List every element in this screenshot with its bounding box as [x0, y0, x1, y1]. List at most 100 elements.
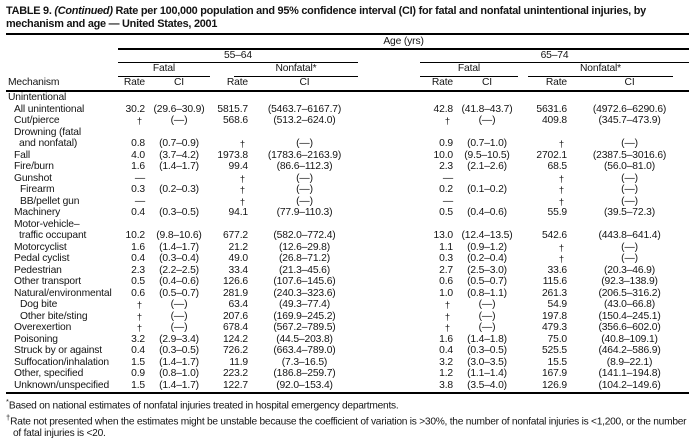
rate-cell: 4.0 [131, 149, 145, 161]
rate-cell: 409.8 [541, 115, 567, 126]
rate-cell: — [134, 195, 145, 207]
ci-cell: (567.2–789.5) [273, 322, 336, 333]
rate-cell: 94.1 [228, 207, 249, 218]
ci-cell: (9.5–10.5) [464, 149, 510, 161]
ci-cell: (1.4–1.7) [159, 161, 199, 172]
ci-cell: (1783.6–2163.9) [267, 149, 342, 161]
ci-cell: (150.4–245.1) [598, 310, 661, 322]
table-title-rest: Rate per 100,000 population and 95% conf… [6, 5, 646, 30]
ci-cell: (0.8–1.1) [467, 287, 507, 299]
rate-cell: † [239, 138, 245, 149]
mechanism-cell: Motorcyclist [14, 241, 67, 253]
ci-cell: (1.4–1.8) [467, 333, 507, 345]
ci-cell: (39.5–72.3) [604, 207, 656, 218]
rate-cell: 542.6 [541, 230, 567, 241]
rate-cell: 0.6 [439, 276, 453, 287]
column-gap [358, 219, 420, 242]
ci-cell [148, 196, 210, 208]
ci-cell: (356.6–602.0) [598, 322, 661, 333]
rate-column-header: Rate [210, 76, 251, 92]
rate-cell: 21.2 [228, 241, 249, 253]
mechanism-cell: Cut/pierce [14, 115, 60, 126]
rate-cell: 0.4 [439, 345, 453, 356]
ci-cell: (2.1–2.6) [467, 161, 507, 172]
column-gap [358, 63, 420, 77]
table-row: BB/pellet gun — † (—) — † (—) [6, 196, 689, 208]
ci-cell [456, 196, 518, 208]
ci-cell [148, 91, 210, 104]
ci-cell [148, 173, 210, 185]
ci-cell: (107.6–145.6) [273, 276, 336, 287]
rate-cell: 568.6 [222, 115, 248, 126]
table-row: Overexertion † (—) 678.4 (567.2–789.5) † (—) 47… [6, 322, 689, 334]
rate-column-header: Rate [420, 76, 456, 92]
table-row: Unknown/unspecified 1.5 (1.4–1.7) 122.7 (92.… [6, 379, 690, 394]
age-label: Age (yrs) [118, 36, 690, 50]
ci-cell: (—) [170, 310, 188, 322]
rate-cell [518, 91, 570, 104]
ci-cell [456, 91, 518, 104]
rate-cell: 261.3 [541, 287, 567, 299]
mechanism-cell: Other, specified [14, 368, 84, 379]
rate-cell: 49.0 [228, 253, 249, 264]
rate-cell: † [444, 115, 450, 126]
table-row: Other, specified 0.9 (0.8–1.0) 223.2 (186.8–… [6, 368, 689, 380]
ci-cell: (2.9–3.4) [159, 333, 199, 345]
column-gap [358, 334, 420, 346]
rate-cell: † [444, 299, 450, 310]
fatal-label: Fatal [420, 63, 518, 77]
table-row: Natural/environmental 0.6 (0.5–0.7) 281.9 (2… [6, 288, 689, 300]
ci-cell: (0.5–0.7) [159, 287, 199, 299]
rate-cell: 0.4 [131, 253, 145, 264]
ci-cell: (9.8–10.6) [156, 230, 202, 241]
ci-cell: (141.1–194.8) [598, 368, 661, 379]
rate-cell: † [558, 184, 564, 195]
rate-cell: † [136, 310, 142, 322]
rate-cell: 33.6 [547, 264, 568, 276]
column-gap [358, 379, 420, 394]
ci-cell: (—) [170, 299, 188, 310]
column-gap [358, 161, 420, 173]
rate-cell: 122.7 [210, 379, 251, 394]
ci-cell [456, 173, 518, 185]
table-row: Fire/burn 1.6 (1.4–1.7) 99.4 (86.6–112.3) 2.3… [6, 161, 689, 173]
rate-cell: 11.9 [229, 356, 248, 368]
ci-cell: (0.9–1.2) [467, 241, 507, 253]
rate-cell: 0.9 [131, 368, 145, 379]
rate-cell: 0.6 [131, 287, 145, 299]
rate-cell: 1.0 [439, 287, 453, 299]
ci-cell: (0.3–0.4) [159, 253, 199, 264]
ci-cell: (2.5–3.0) [467, 264, 507, 276]
rate-cell: 677.2 [222, 230, 248, 241]
ci-cell: (0.3–0.5) [159, 207, 199, 218]
column-gap [358, 76, 420, 92]
mechanism-cell: All unintentional [14, 103, 85, 115]
rate-cell: 1.5 [131, 356, 145, 368]
dagger-symbol: † [6, 412, 11, 422]
ci-cell: (3.5–4.0) [456, 379, 518, 394]
ci-cell: (513.2–624.0) [273, 115, 336, 126]
rate-cell: 678.4 [222, 322, 248, 333]
rate-cell: 479.3 [541, 322, 567, 333]
column-gap [358, 207, 420, 219]
ci-column-header: CI [456, 76, 518, 92]
ci-cell: (41.8–43.7) [461, 103, 513, 115]
footnote-text: Based on national estimates of nonfatal … [8, 400, 399, 412]
ci-cell: (—) [296, 138, 313, 149]
rate-cell: † [136, 299, 142, 310]
age-group-row: 55–64 65–74 [6, 50, 690, 63]
ci-cell: (1.4–1.7) [159, 356, 199, 368]
rate-cell: † [558, 138, 564, 149]
ci-cell: (7.3–16.5) [281, 356, 328, 368]
mechanism-cell: Other bite/sting [20, 310, 88, 322]
rate-cell: 197.8 [541, 310, 567, 322]
ci-cell: (663.4–789.0) [273, 345, 336, 356]
rate-cell: † [558, 241, 564, 253]
rate-cell: 115.6 [542, 276, 567, 287]
column-gap [358, 265, 420, 277]
column-gap [358, 173, 420, 185]
mechanism-cell: Natural/environmental [14, 287, 112, 299]
rate-cell: † [444, 322, 450, 333]
outcome-group-row: Fatal Nonfatal* Fatal Nonfatal* [6, 63, 689, 77]
